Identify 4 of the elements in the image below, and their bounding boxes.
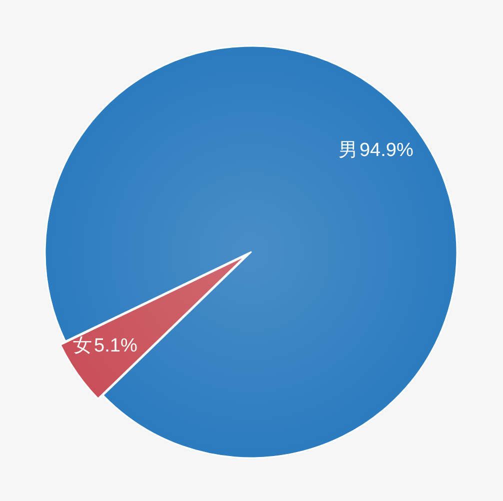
value-label: 94.9% bbox=[359, 140, 414, 161]
category-label: 女 bbox=[73, 335, 92, 356]
value-label: 5.1% bbox=[94, 335, 138, 356]
category-label: 男 bbox=[338, 140, 358, 161]
